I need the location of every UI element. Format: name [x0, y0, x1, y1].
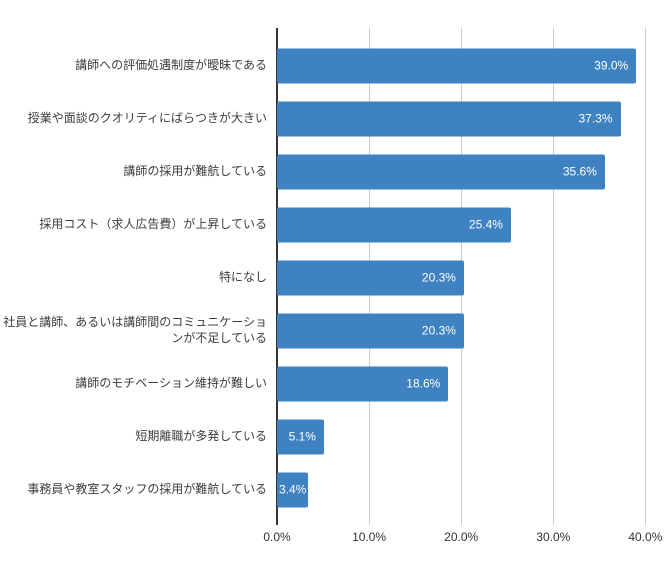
- bar-row: 講師のモチベーション維持が難しい 18.6%: [0, 357, 672, 410]
- bar-value-label: 5.1%: [288, 429, 316, 444]
- bar-value-label: 25.4%: [468, 217, 503, 232]
- bar-row: 採用コスト（求人広告費）が上昇している 25.4%: [0, 198, 672, 251]
- bar: 25.4%: [277, 207, 511, 242]
- bar-row: 特になし 20.3%: [0, 251, 672, 304]
- bar: 39.0%: [277, 48, 637, 83]
- category-label: 短期離職が多発している: [135, 428, 267, 443]
- bar-value-label: 20.3%: [421, 270, 456, 285]
- bar: 35.6%: [277, 154, 605, 189]
- x-tick-label: 0.0%: [263, 530, 291, 544]
- gridline-30.0%: [553, 28, 555, 525]
- category-label: 採用コスト（求人広告費）が上昇している: [39, 216, 267, 231]
- gridline-40.0%: [645, 28, 647, 525]
- category-label: 講師の採用が難航している: [123, 163, 267, 178]
- bar-row: 社員と講師、あるいは講師間のコミュニケーショ ンが不足している 20.3%: [0, 304, 672, 357]
- bar-row: 短期離職が多発している 5.1%: [0, 410, 672, 463]
- bar: 3.4%: [277, 472, 309, 507]
- bar-row: 講師の採用が難航している 35.6%: [0, 145, 672, 198]
- bar: 5.1%: [277, 419, 324, 454]
- bar-track: 37.3%: [277, 92, 672, 145]
- bar-value-label: 37.3%: [578, 111, 613, 126]
- bar-value-label: 39.0%: [594, 58, 629, 73]
- bar: 37.3%: [277, 101, 621, 136]
- bar: 20.3%: [277, 260, 464, 295]
- bar-row: 授業や面談のクオリティにばらつきが大きい 37.3%: [0, 92, 672, 145]
- bar-track: 18.6%: [277, 357, 672, 410]
- bar-track: 20.3%: [277, 251, 672, 304]
- category-label: 講師のモチベーション維持が難しい: [75, 375, 267, 390]
- bar-row: 講師への評価処遇制度が曖昧である 39.0%: [0, 39, 672, 92]
- category-label: 事務員や教室スタッフの採用が難航している: [27, 481, 267, 496]
- bar-value-label: 35.6%: [562, 164, 597, 179]
- bar-value-label: 3.4%: [278, 482, 307, 497]
- bar-track: 5.1%: [277, 410, 672, 463]
- category-label: 授業や面談のクオリティにばらつきが大きい: [27, 110, 267, 125]
- bar-value-label: 20.3%: [421, 323, 456, 338]
- bar-track: 25.4%: [277, 198, 672, 251]
- bar-track: 39.0%: [277, 39, 672, 92]
- category-label: 講師への評価処遇制度が曖昧である: [75, 57, 267, 72]
- bar-track: 3.4%: [277, 463, 672, 516]
- bar: 18.6%: [277, 366, 449, 401]
- bar-track: 20.3%: [277, 304, 672, 357]
- category-label: 社員と講師、あるいは講師間のコミュニケーショ ンが不足している: [3, 314, 267, 345]
- bar-value-label: 18.6%: [406, 376, 441, 391]
- x-tick-label: 40.0%: [628, 530, 663, 544]
- bar-track: 35.6%: [277, 145, 672, 198]
- x-tick-label: 30.0%: [536, 530, 571, 544]
- x-tick-label: 20.0%: [444, 530, 479, 544]
- category-label: 特になし: [218, 269, 267, 284]
- bar-row: 事務員や教室スタッフの採用が難航している 3.4%: [0, 463, 672, 516]
- bar: 20.3%: [277, 313, 464, 348]
- x-tick-label: 10.0%: [352, 530, 387, 544]
